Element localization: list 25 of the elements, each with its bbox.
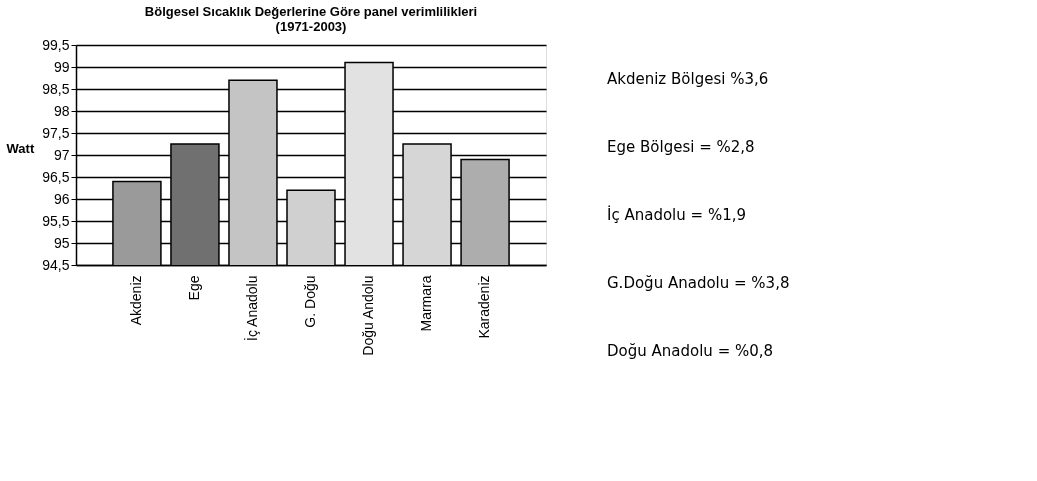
y-tick-label: 97 xyxy=(53,146,70,163)
y-tick-label: 97,5 xyxy=(42,124,70,141)
x-tick-label: Doğu Andolu xyxy=(360,275,377,356)
x-tick-label: Akdeniz xyxy=(127,275,144,326)
chart-title: Bölgesel Sıcaklık Değerlerine Göre panel verimlilikleri (1971-2003) xyxy=(144,4,478,34)
y-tick-label: 98 xyxy=(53,102,70,119)
y-tick-label: 99,5 xyxy=(42,36,70,53)
y-tick-label: 94,5 xyxy=(42,256,70,273)
y-tick-label: 96 xyxy=(53,190,70,207)
y-tick-label: 98,5 xyxy=(42,80,70,97)
x-tick-label: Karadeniz xyxy=(476,275,493,339)
x-tick-label: Ege xyxy=(185,275,202,301)
x-tick-label: İç Anadolu xyxy=(242,275,260,341)
y-axis-title: Watt xyxy=(6,140,35,156)
text: Doğu Anadolu = %0,8 xyxy=(607,342,774,360)
y-tick-label: 95 xyxy=(53,234,70,251)
text: Ege Bölgesi = %2,8 xyxy=(607,138,755,156)
text: Akdeniz Bölgesi %3,6 xyxy=(607,70,769,88)
y-tick-label: 99 xyxy=(53,58,70,75)
y-tick-label: 96,5 xyxy=(42,168,70,185)
x-tick-label: G. Doğu xyxy=(302,275,318,328)
text: G.Doğu Anadolu = %3,8 xyxy=(607,274,790,292)
text: İç Anadolu = %1,9 xyxy=(607,205,746,224)
y-tick-label: 95,5 xyxy=(42,212,70,229)
x-tick-label: Marmara xyxy=(418,275,435,332)
